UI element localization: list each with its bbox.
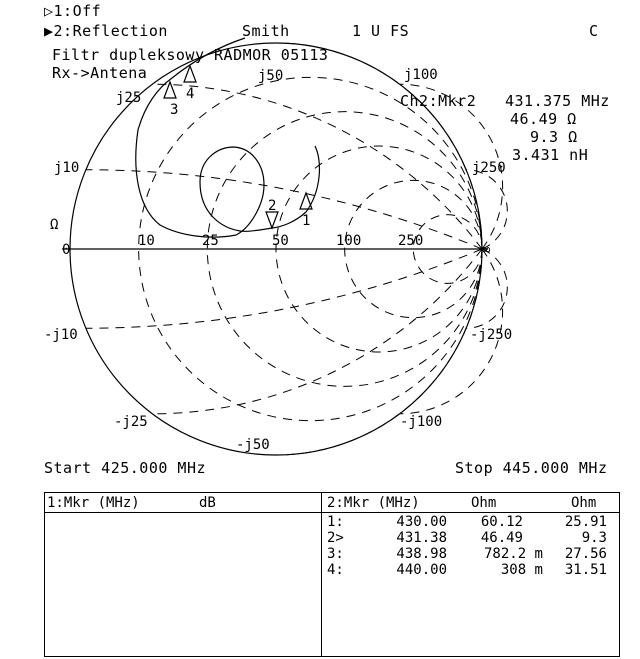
reactance-arc xyxy=(466,169,508,250)
row-resistance: 308 m xyxy=(500,562,543,578)
resistance-label: 100 xyxy=(336,233,361,249)
marker-3-label: 3 xyxy=(170,102,178,118)
marker-readout-resistance: 46.49 Ω xyxy=(510,110,577,128)
resistance-label: 25 xyxy=(202,233,219,249)
reactance-arc xyxy=(466,248,508,329)
title-line-2: Rx->Antena xyxy=(52,64,148,82)
ch2-col-marker: 2:Mkr (MHz) xyxy=(327,495,420,511)
sweep-start[interactable]: Start 425.000 MHz xyxy=(44,459,207,477)
marker-3-icon[interactable] xyxy=(163,80,177,99)
reactance-label-negative: -j100 xyxy=(400,414,442,430)
row-marker: 4: xyxy=(327,562,344,578)
reflection-trace xyxy=(135,37,320,238)
row-frequency: 440.00 xyxy=(396,562,447,578)
row-frequency: 430.00 xyxy=(396,514,447,530)
row-frequency: 438.98 xyxy=(396,546,447,562)
channel1-table-header: 1:Mkr (MHz) dB xyxy=(45,493,321,513)
title-line-1: Filtr dupleksowy RADMOR 05113 xyxy=(52,46,329,64)
reactance-label-positive: j25 xyxy=(116,90,141,106)
trace2-status[interactable]: ▶2:Reflection xyxy=(44,22,168,40)
resistance-label: 50 xyxy=(272,233,289,249)
row-marker: 2> xyxy=(327,530,344,546)
reactance-arc xyxy=(152,248,483,415)
marker-2-icon[interactable] xyxy=(265,211,279,230)
marker-readout-inductance: 3.431 nH xyxy=(512,146,589,164)
resistance-label: 0 xyxy=(62,242,70,258)
channel2-marker-table: 2:Mkr (MHz) Ohm Ohm 1: 430.00 60.12 25.91 2>… xyxy=(321,493,619,656)
reactance-label-negative: -j25 xyxy=(114,414,148,430)
resistance-label: 250 xyxy=(398,233,423,249)
marker-2-label: 2 xyxy=(268,198,276,214)
reactance-label-negative: -j50 xyxy=(236,437,270,453)
marker-table: 1:Mkr (MHz) dB 2:Mkr (MHz) Ohm Ohm 1: 430… xyxy=(44,492,620,657)
marker-1-label: 1 xyxy=(302,213,310,229)
row-resistance: 60.12 xyxy=(480,514,523,530)
ohm-unit-label: Ω xyxy=(50,217,58,233)
sweep-stop[interactable]: Stop 445.000 MHz xyxy=(455,459,608,477)
ch1-col-marker: 1:Mkr (MHz) xyxy=(47,495,140,511)
unit-circle xyxy=(69,42,483,456)
channel1-marker-table: 1:Mkr (MHz) dB xyxy=(45,493,322,656)
reactance-label-positive: j10 xyxy=(54,160,79,176)
ch2-col-reactance: Ohm xyxy=(571,495,597,511)
channel2-table-header: 2:Mkr (MHz) Ohm Ohm xyxy=(321,493,619,513)
reactance-arc xyxy=(399,83,504,250)
marker-readout-label: Ch2:Mkr2 xyxy=(400,92,477,110)
cal-indicator: C xyxy=(589,22,599,40)
marker-1-icon[interactable] xyxy=(299,191,313,210)
resistance-label: ∞ xyxy=(482,242,491,258)
scale-value: 1 U FS xyxy=(352,22,410,40)
row-reactance: 27.56 xyxy=(564,546,607,562)
ch2-col-resistance: Ohm xyxy=(471,495,497,511)
marker-readout-frequency: 431.375 MHz xyxy=(505,92,610,110)
marker-4-label: 4 xyxy=(186,86,194,102)
row-marker: 3: xyxy=(327,546,344,562)
reactance-arc xyxy=(399,248,504,415)
row-marker: 1: xyxy=(327,514,344,530)
row-resistance: 782.2 m xyxy=(483,546,543,562)
row-resistance: 46.49 xyxy=(480,530,523,546)
reactance-label-negative: -j250 xyxy=(470,327,512,343)
reactance-label-positive: j50 xyxy=(258,68,283,84)
reactance-arc xyxy=(152,83,483,250)
marker-readout-reactance: 9.3 Ω xyxy=(530,128,578,146)
marker-4-icon[interactable] xyxy=(183,64,197,83)
reactance-arc xyxy=(85,248,483,329)
ch1-col-db: dB xyxy=(199,495,216,511)
reactance-label-positive: j250 xyxy=(472,160,506,176)
row-frequency: 431.38 xyxy=(396,530,447,546)
row-reactance: 9.3 xyxy=(581,530,607,546)
trace1-status[interactable]: ▷1:Off xyxy=(44,2,102,20)
resistance-label: 10 xyxy=(138,233,155,249)
row-reactance: 31.51 xyxy=(564,562,607,578)
display-format: Smith xyxy=(242,22,290,40)
row-reactance: 25.91 xyxy=(564,514,607,530)
reactance-label-negative: -j10 xyxy=(44,327,78,343)
reactance-label-positive: j100 xyxy=(404,67,438,83)
